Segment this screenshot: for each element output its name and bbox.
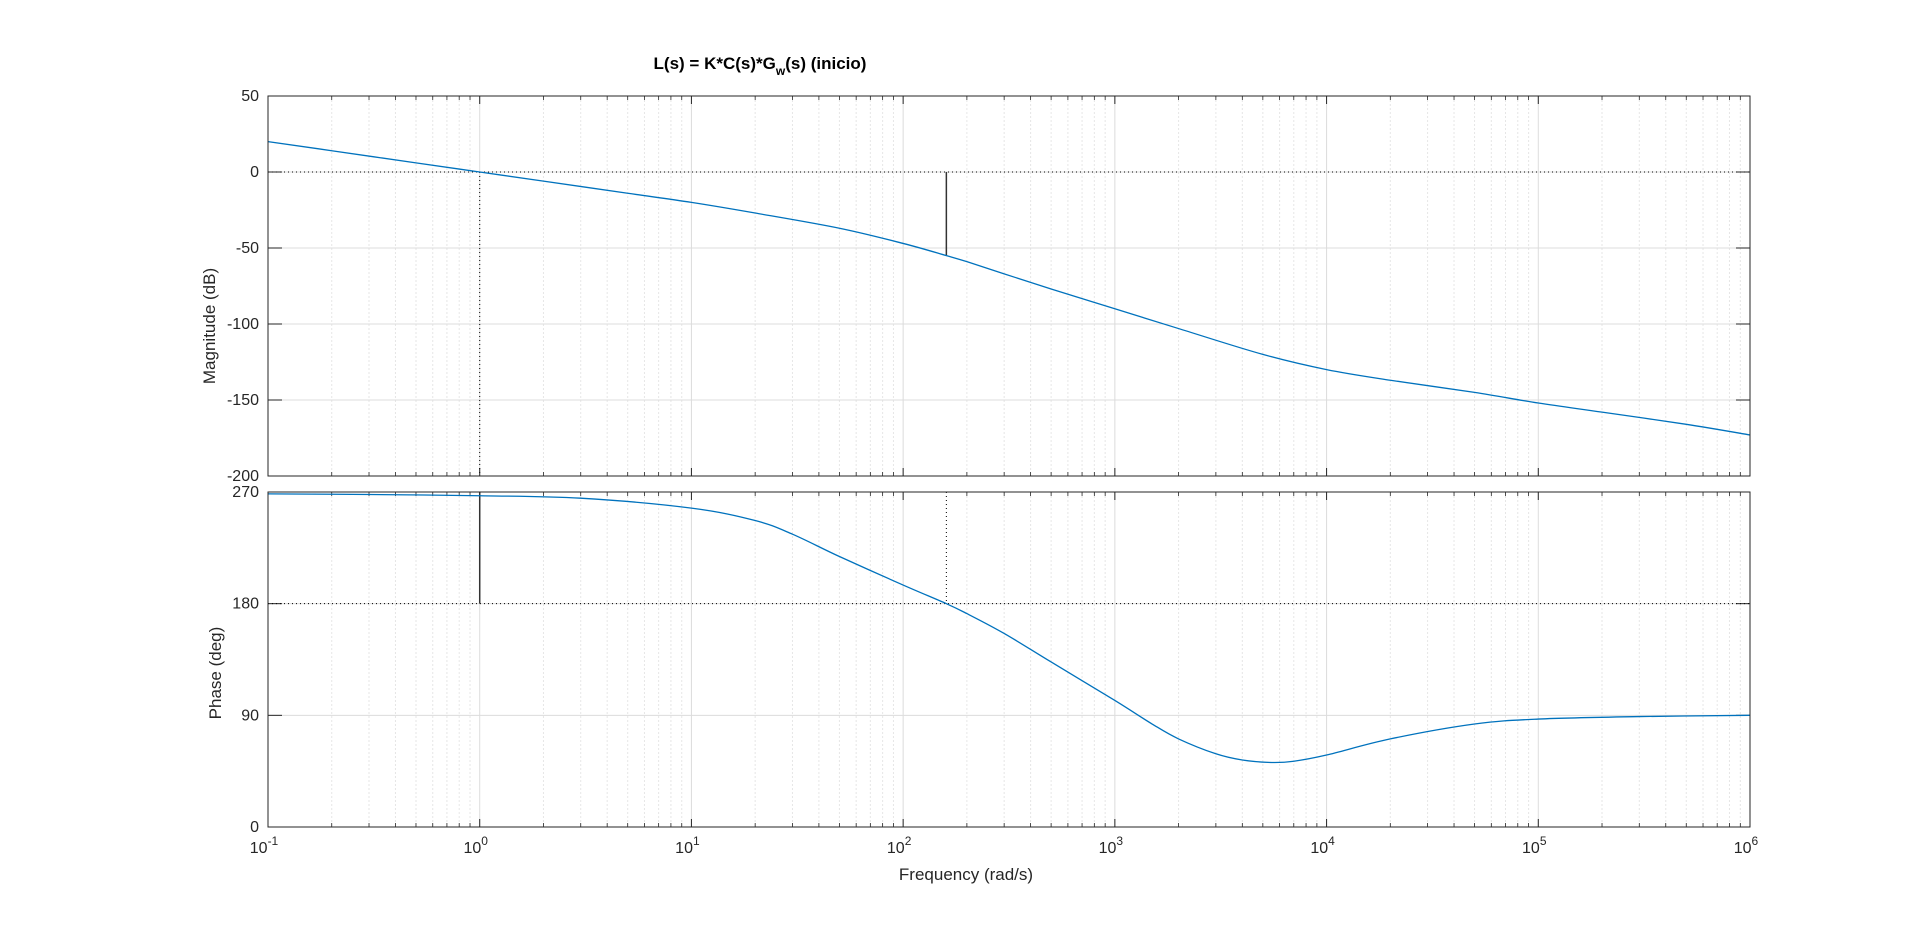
magnitude-series-line — [267, 140, 1751, 436]
phase-y-tick-label: 0 — [250, 819, 259, 836]
magnitude-y-tick-label: 50 — [241, 88, 259, 105]
phase-series-line — [267, 493, 1751, 764]
x-tick-label: 100 — [463, 834, 488, 857]
magnitude-y-axis-label: Magnitude (dB) — [200, 268, 219, 384]
phase-y-tick-label: 180 — [232, 596, 259, 613]
magnitude-y-tick-label: -200 — [227, 468, 259, 485]
magnitude-y-tick-label: -50 — [236, 240, 259, 257]
magnitude-y-tick-label: -100 — [227, 316, 259, 333]
magnitude-y-tick-label: -150 — [227, 392, 259, 409]
x-axis-label: Frequency (rad/s) — [899, 865, 1033, 884]
x-tick-label: 102 — [887, 834, 912, 857]
phase-y-tick-label: 90 — [241, 707, 259, 724]
magnitude-axes: 50 0 -50 -100 -150 -200 — [227, 88, 1751, 485]
phase-axes-box — [267, 491, 1751, 828]
chart-title: L(s) = K*C(s)*Gw(s) (inicio) — [654, 54, 867, 78]
x-tick-label: 10-1 — [250, 834, 279, 857]
chart-title-main: L(s) = K*C(s)*G — [654, 54, 776, 73]
phase-y-tick-label: 270 — [232, 484, 259, 501]
chart-title-tail: (s) (inicio) — [785, 54, 866, 73]
x-tick-label: 106 — [1734, 834, 1759, 857]
x-tick-label: 104 — [1310, 834, 1335, 857]
chart-title-subscript: w — [775, 64, 786, 78]
magnitude-axes-box — [267, 95, 1751, 477]
x-tick-label: 101 — [675, 834, 700, 857]
phase-axes: 270 180 90 010-1 100 101 102 103 104 105 106 — [232, 484, 1758, 857]
x-tick-label: 103 — [1099, 834, 1124, 857]
phase-y-axis-label: Phase (deg) — [206, 627, 225, 720]
magnitude-y-tick-label: 0 — [250, 164, 259, 181]
x-tick-label: 105 — [1522, 834, 1547, 857]
